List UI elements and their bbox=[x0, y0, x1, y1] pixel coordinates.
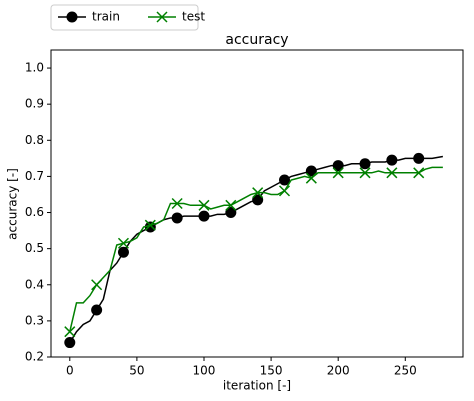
marker bbox=[117, 237, 129, 249]
x-tick-label: 100 bbox=[193, 364, 216, 378]
x-tick-label: 50 bbox=[129, 364, 144, 378]
legend-marker bbox=[156, 11, 168, 23]
legend-box bbox=[50, 4, 199, 31]
marker bbox=[171, 212, 183, 224]
marker bbox=[413, 152, 425, 164]
x-tick-label: 150 bbox=[260, 364, 283, 378]
marker bbox=[252, 187, 264, 199]
x-tick-label: 250 bbox=[394, 364, 417, 378]
marker bbox=[386, 154, 398, 166]
marker bbox=[198, 199, 210, 211]
marker bbox=[117, 246, 129, 258]
marker bbox=[332, 167, 344, 179]
marker bbox=[225, 199, 237, 211]
marker bbox=[305, 165, 317, 177]
marker bbox=[386, 167, 398, 179]
y-tick-label: 0.9 bbox=[25, 97, 44, 111]
marker bbox=[332, 160, 344, 172]
chart-title: accuracy bbox=[225, 32, 288, 48]
marker bbox=[278, 185, 291, 197]
marker bbox=[359, 158, 371, 170]
y-tick-label: 0.2 bbox=[25, 350, 44, 364]
plot-frame bbox=[50, 49, 464, 358]
x-tick-label: 0 bbox=[66, 364, 74, 378]
y-tick-label: 0.5 bbox=[25, 241, 44, 255]
y-axis-label: accuracy [-] bbox=[6, 168, 20, 240]
marker bbox=[305, 172, 317, 184]
legend-marker bbox=[66, 11, 78, 23]
legend-label: train bbox=[92, 10, 120, 24]
series-line bbox=[69, 166, 443, 332]
y-tick-label: 0.6 bbox=[25, 205, 44, 219]
marker bbox=[225, 207, 237, 219]
marker bbox=[91, 279, 103, 291]
marker bbox=[198, 210, 210, 222]
marker bbox=[171, 197, 183, 210]
marker bbox=[359, 167, 371, 179]
x-axis-label: iteration [-] bbox=[223, 379, 291, 393]
marker bbox=[413, 167, 425, 179]
marker bbox=[252, 194, 264, 206]
marker bbox=[64, 337, 76, 349]
y-tick-label: 0.4 bbox=[25, 277, 44, 291]
y-tick-label: 1.0 bbox=[25, 61, 44, 75]
legend-label: test bbox=[182, 10, 205, 24]
marker bbox=[91, 304, 103, 316]
y-tick-label: 0.3 bbox=[25, 313, 44, 327]
y-tick-label: 0.7 bbox=[25, 169, 44, 183]
marker bbox=[144, 219, 156, 231]
marker bbox=[64, 326, 76, 338]
x-tick-label: 200 bbox=[327, 364, 350, 378]
y-tick-label: 0.8 bbox=[25, 133, 44, 147]
marker bbox=[279, 174, 291, 186]
